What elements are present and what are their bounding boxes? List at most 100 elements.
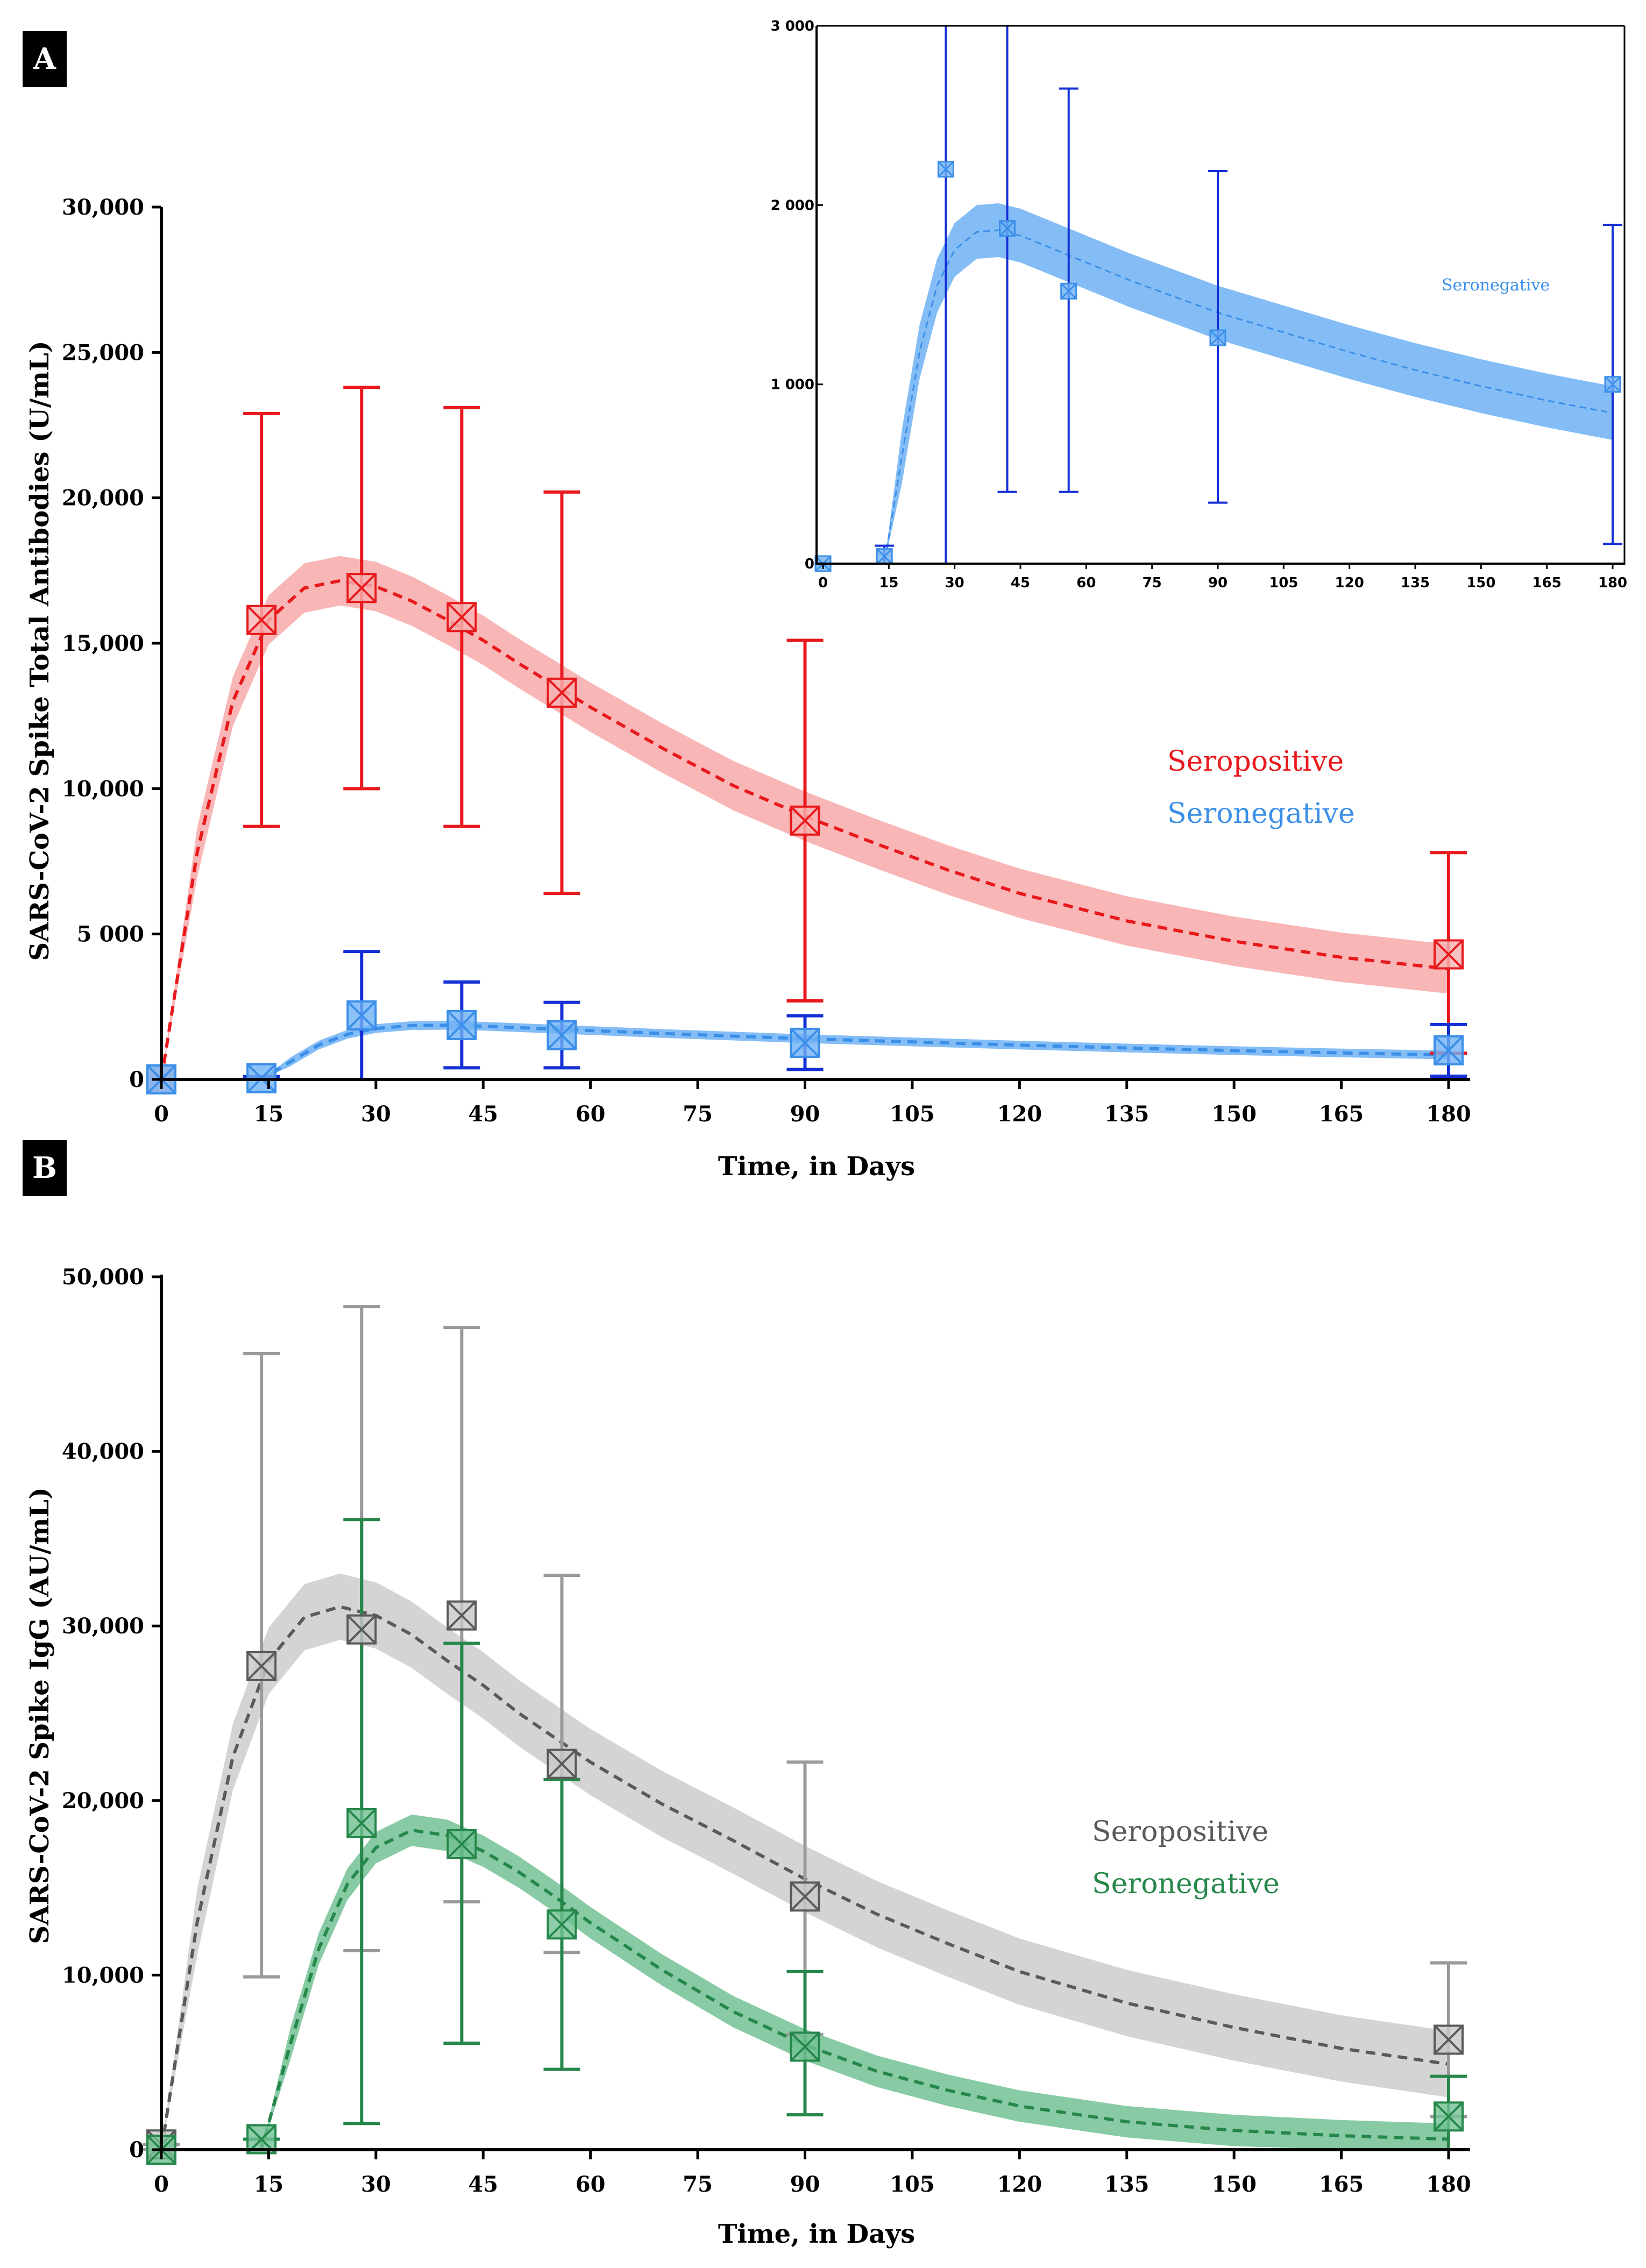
panel-a-legend-seronegative: Seronegative — [1167, 798, 1355, 830]
b-x-tick-label: 180 — [1426, 2172, 1471, 2197]
panel-b-axes — [160, 1275, 1470, 2151]
b-seronegative-data-point — [346, 1808, 377, 1838]
a-x-tick-label: 105 — [890, 1101, 935, 1127]
a-seronegative-marker-cross — [547, 1020, 577, 1050]
b-seronegative-marker-cross — [790, 2032, 820, 2061]
a-seronegative-data-point — [547, 1020, 577, 1050]
b-seropositive-marker-cross — [246, 1651, 276, 1681]
panel-b-legend-seronegative: Seronegative — [1092, 1868, 1280, 1900]
i-x-tick-label: 30 — [945, 575, 964, 591]
a-seropositive-data-point — [446, 602, 477, 632]
b-x-tick-label: 30 — [361, 2172, 391, 2197]
i-seronegative-marker-cross — [1209, 329, 1226, 346]
b-seronegative-data-point — [1434, 2101, 1464, 2132]
i-seronegative-marker-cross — [938, 161, 954, 177]
i-seronegative-fit-line — [823, 229, 1613, 565]
i-x-tick-label: 15 — [879, 575, 898, 591]
a-seropositive-data-point — [246, 605, 277, 635]
a-seropositive-data-point — [1434, 939, 1464, 970]
panel-b-label: B — [32, 1150, 57, 1185]
a-x-tick-label: 60 — [576, 1101, 606, 1127]
i-seronegative-confidence-band — [823, 203, 1613, 564]
b-x-tick-label: 150 — [1211, 2172, 1257, 2197]
i-x-tick-label: 45 — [1011, 575, 1030, 591]
panel-a: A 0 15 30 45 60 75 90 105 120 135 150 165 180 05 000… — [23, 18, 1627, 1182]
a-seronegative-data-point — [346, 1000, 377, 1031]
i-y-tick-label: 0 — [805, 556, 814, 572]
b-x-tick-label: 45 — [468, 2172, 498, 2197]
i-seronegative-data-point — [876, 548, 893, 565]
b-seropositive-fit-line — [160, 1605, 1449, 2150]
i-x-tick-label: 75 — [1143, 575, 1162, 591]
b-seropositive-data-point — [790, 1881, 820, 1912]
i-x-tick-label: 120 — [1335, 575, 1364, 591]
a-seronegative-data-point — [790, 1027, 820, 1058]
i-seronegative-marker-cross — [1060, 283, 1077, 300]
a-seropositive-marker-cross — [446, 602, 477, 632]
b-seropositive-marker-cross — [547, 1749, 577, 1779]
b-seropositive-data-point — [246, 1651, 277, 1681]
b-seropositive-marker-cross — [1434, 2025, 1464, 2054]
b-seropositive-data-point — [1434, 2024, 1464, 2055]
b-x-tick-label: 0 — [154, 2172, 169, 2197]
a-y-tick-label: 20,000 — [62, 486, 144, 511]
a-x-tick-label: 75 — [683, 1101, 713, 1127]
b-x-tick-label: 135 — [1104, 2172, 1150, 2197]
b-seropositive-data-point — [547, 1748, 577, 1779]
i-y-tick-label: 2 000 — [771, 197, 814, 214]
a-x-tick-label: 90 — [790, 1101, 820, 1127]
a-seronegative-marker-cross — [446, 1010, 477, 1040]
b-y-tick-label: 50,000 — [62, 1264, 144, 1290]
b-x-tick-label: 120 — [997, 2172, 1042, 2197]
a-x-tick-label: 180 — [1426, 1101, 1471, 1127]
a-seropositive-marker-cross — [346, 573, 377, 603]
i-x-tick-label: 135 — [1401, 575, 1430, 591]
a-y-tick-label: 30,000 — [62, 195, 144, 220]
a-y-tick-label: 0 — [129, 1067, 144, 1092]
panel-a-y-axis-title: SARS-CoV-2 Spike Total Antibodies (U/mL) — [25, 340, 55, 961]
a-seropositive-data-point — [346, 573, 377, 603]
a-x-tick-label: 15 — [254, 1101, 284, 1127]
b-x-tick-label: 75 — [683, 2172, 713, 2197]
i-x-tick-label: 150 — [1466, 575, 1495, 591]
b-x-tick-label: 165 — [1319, 2172, 1364, 2197]
b-x-tick-label: 15 — [254, 2172, 284, 2197]
panel-a-x-axis-title: Time, in Days — [718, 1151, 915, 1182]
inset-legend-seronegative: Seronegative — [1442, 276, 1550, 295]
b-seropositive-marker-cross — [446, 1601, 477, 1631]
a-x-tick-label: 45 — [468, 1101, 498, 1127]
i-seronegative-marker-cross — [876, 548, 893, 565]
panel-b-badge — [23, 1140, 67, 1196]
a-seropositive-marker-cross — [790, 806, 820, 836]
i-seronegative-data-point — [937, 161, 954, 178]
b-y-tick-label: 10,000 — [62, 1963, 144, 1988]
b-seronegative-data-point — [790, 2031, 820, 2062]
panel-a-legend-seropositive: Seropositive — [1167, 745, 1344, 778]
i-seronegative-data-point — [1209, 329, 1226, 346]
b-seropositive-data-point — [446, 1600, 477, 1631]
i-x-tick-label: 60 — [1076, 575, 1096, 591]
panel-b: B 0 15 30 45 60 75 90 105 120 135 150 165 180 0 10,00… — [23, 1140, 1471, 2249]
a-x-tick-label: 120 — [997, 1101, 1042, 1127]
b-x-tick-label: 105 — [890, 2172, 935, 2197]
a-y-tick-label: 25,000 — [62, 340, 144, 365]
b-x-tick-label: 90 — [790, 2172, 820, 2197]
i-seronegative-data-point — [1060, 282, 1077, 300]
panel-a-badge — [23, 31, 67, 87]
a-seronegative-marker-cross — [790, 1028, 820, 1058]
b-seropositive-data-point — [346, 1614, 377, 1645]
b-seronegative-data-point — [446, 1829, 477, 1859]
i-x-tick-label: 0 — [818, 575, 828, 591]
a-x-tick-label: 165 — [1319, 1101, 1364, 1127]
b-seronegative-marker-cross — [346, 1808, 377, 1838]
a-x-tick-label: 135 — [1104, 1101, 1150, 1127]
a-x-tick-label: 150 — [1211, 1101, 1257, 1127]
i-x-tick-label: 180 — [1598, 575, 1627, 591]
i-seronegative-marker-cross — [999, 220, 1016, 237]
panel-b-legend-seropositive: Seropositive — [1092, 1816, 1268, 1848]
b-y-tick-label: 20,000 — [62, 1788, 144, 1814]
b-seropositive-marker-cross — [790, 1881, 820, 1911]
a-seronegative-marker-cross — [346, 1000, 377, 1030]
a-y-tick-label: 5 000 — [77, 922, 144, 947]
a-seropositive-marker-cross — [547, 678, 577, 708]
